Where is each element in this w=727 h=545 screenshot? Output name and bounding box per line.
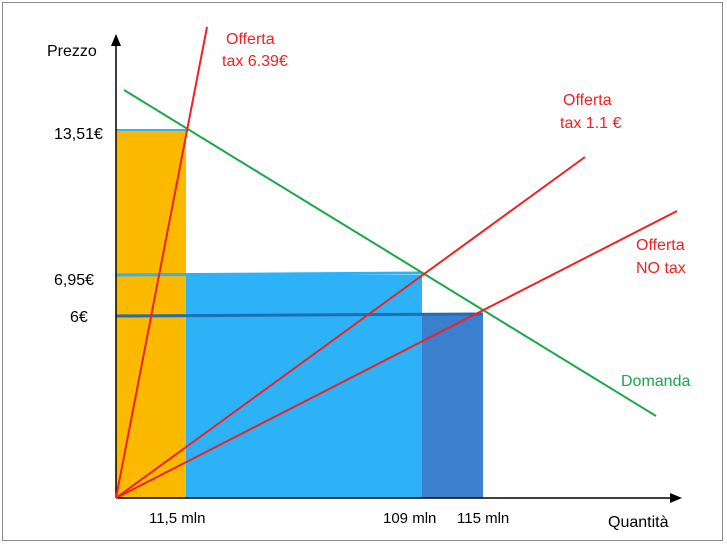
price-tick-label: 6€ bbox=[70, 309, 88, 326]
tax-1-1-label-line2: tax 1.1 € bbox=[560, 115, 621, 132]
tax-6-39-label-line1: Offerta bbox=[226, 31, 275, 48]
tax-6-39-label-line2: tax 6.39€ bbox=[222, 53, 288, 70]
demand-line bbox=[123, 89, 657, 417]
supply-no-tax-line bbox=[115, 210, 678, 499]
y-axis-arrow bbox=[111, 34, 121, 46]
area-dark-blue bbox=[422, 314, 483, 498]
area-light-blue bbox=[186, 275, 422, 498]
quantity-tick-label: 109 mln bbox=[383, 510, 436, 527]
no-tax-label-line2: NO tax bbox=[636, 260, 686, 277]
x-axis-arrow bbox=[670, 493, 682, 503]
quantity-tick-label: 11,5 mln bbox=[149, 510, 205, 527]
quantity-tick-label: 115 mln bbox=[457, 510, 509, 527]
price-line-6-95 bbox=[115, 271, 423, 277]
price-tick-label: 6,95€ bbox=[54, 272, 94, 289]
price-line-6 bbox=[115, 312, 484, 318]
x-axis-label: Quantità bbox=[608, 514, 669, 531]
no-tax-label-line1: Offerta bbox=[636, 237, 685, 254]
demand-label: Domanda bbox=[621, 373, 690, 390]
price-tick-label: 13,51€ bbox=[54, 126, 103, 143]
y-axis-label: Prezzo bbox=[47, 43, 97, 60]
tax-1-1-label-line1: Offerta bbox=[563, 92, 612, 109]
supply-tax-6-39-line bbox=[115, 26, 208, 499]
supply-tax-1-1-line bbox=[115, 156, 586, 499]
